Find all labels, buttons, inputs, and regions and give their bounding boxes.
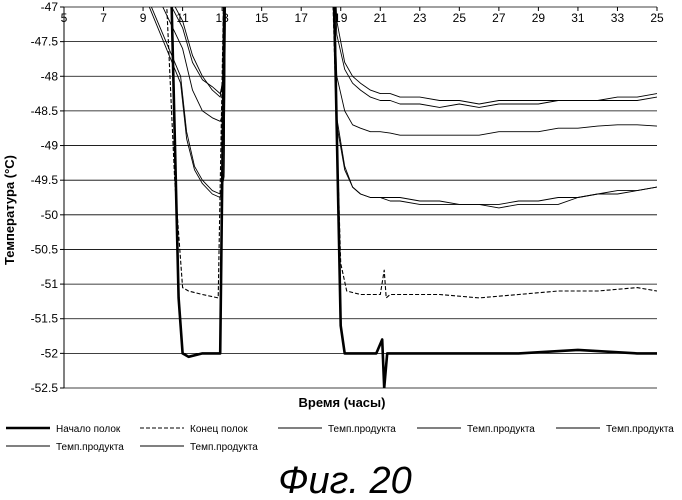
- x-tick-label: 11: [176, 11, 189, 25]
- y-axis-title: Температура (°C): [2, 155, 17, 265]
- legend: Начало полок Конец полок Темп.продукта Темп…: [6, 424, 674, 453]
- x-tick-labels: 5 7 9 11 13 15 17 19 21 23 25 27 29 31 33 25: [61, 11, 664, 25]
- figure-caption: Фиг. 20: [278, 460, 411, 500]
- x-tick-label: 33: [611, 11, 625, 25]
- x-tick-label: 9: [140, 11, 147, 25]
- x-tick-label: 7: [100, 11, 107, 25]
- y-tick-label: -47.5: [31, 35, 59, 49]
- y-tick-labels: -47 -47.5 -48 -48.5 -49 -49.5 -50 -50.5 -51 -51.5…: [31, 0, 59, 395]
- plot-area: [64, 0, 657, 388]
- y-tick-label: -49: [41, 139, 59, 153]
- x-tick-label: 25: [650, 11, 664, 25]
- legend-entry: Темп.продукта: [328, 424, 396, 435]
- x-tick-label: 29: [532, 11, 546, 25]
- y-tick-label: -51.5: [31, 312, 59, 326]
- x-tick-label: 27: [492, 11, 506, 25]
- series-line-5: [64, 0, 657, 135]
- x-tick-label: 17: [295, 11, 309, 25]
- y-tick-label: -52.5: [31, 381, 59, 395]
- y-tick-label: -47: [41, 0, 59, 14]
- legend-entry: Темп.продукта: [467, 424, 535, 435]
- legend-entry: Темп.продукта: [606, 424, 674, 435]
- x-tick-label: 21: [374, 11, 388, 25]
- y-tick-label: -50.5: [31, 242, 59, 256]
- x-tick-label: 5: [61, 11, 68, 25]
- x-tick-label: 25: [453, 11, 467, 25]
- legend-entry: Начало полок: [56, 424, 121, 435]
- legend-entry: Конец полок: [190, 424, 248, 435]
- legend-entry: Темп.продукта: [56, 442, 124, 453]
- x-tick-label: 31: [571, 11, 585, 25]
- series-line-6: [64, 0, 657, 204]
- x-tick-label: 23: [413, 11, 427, 25]
- x-tick-label: 13: [215, 11, 229, 25]
- x-axis-title: Время (часы): [299, 395, 386, 410]
- y-tick-label: -52: [41, 346, 59, 360]
- series-line-7: [64, 0, 657, 208]
- y-tick-label: -48: [41, 69, 59, 83]
- series-line-2: [64, 0, 657, 298]
- x-tick-label: 15: [255, 11, 269, 25]
- y-tick-label: -50: [41, 208, 59, 222]
- y-tick-label: -51: [41, 277, 59, 291]
- x-tick-label: 19: [334, 11, 348, 25]
- legend-entry: Темп.продукта: [190, 442, 258, 453]
- y-tick-label: -49.5: [31, 173, 59, 187]
- y-tick-label: -48.5: [31, 104, 59, 118]
